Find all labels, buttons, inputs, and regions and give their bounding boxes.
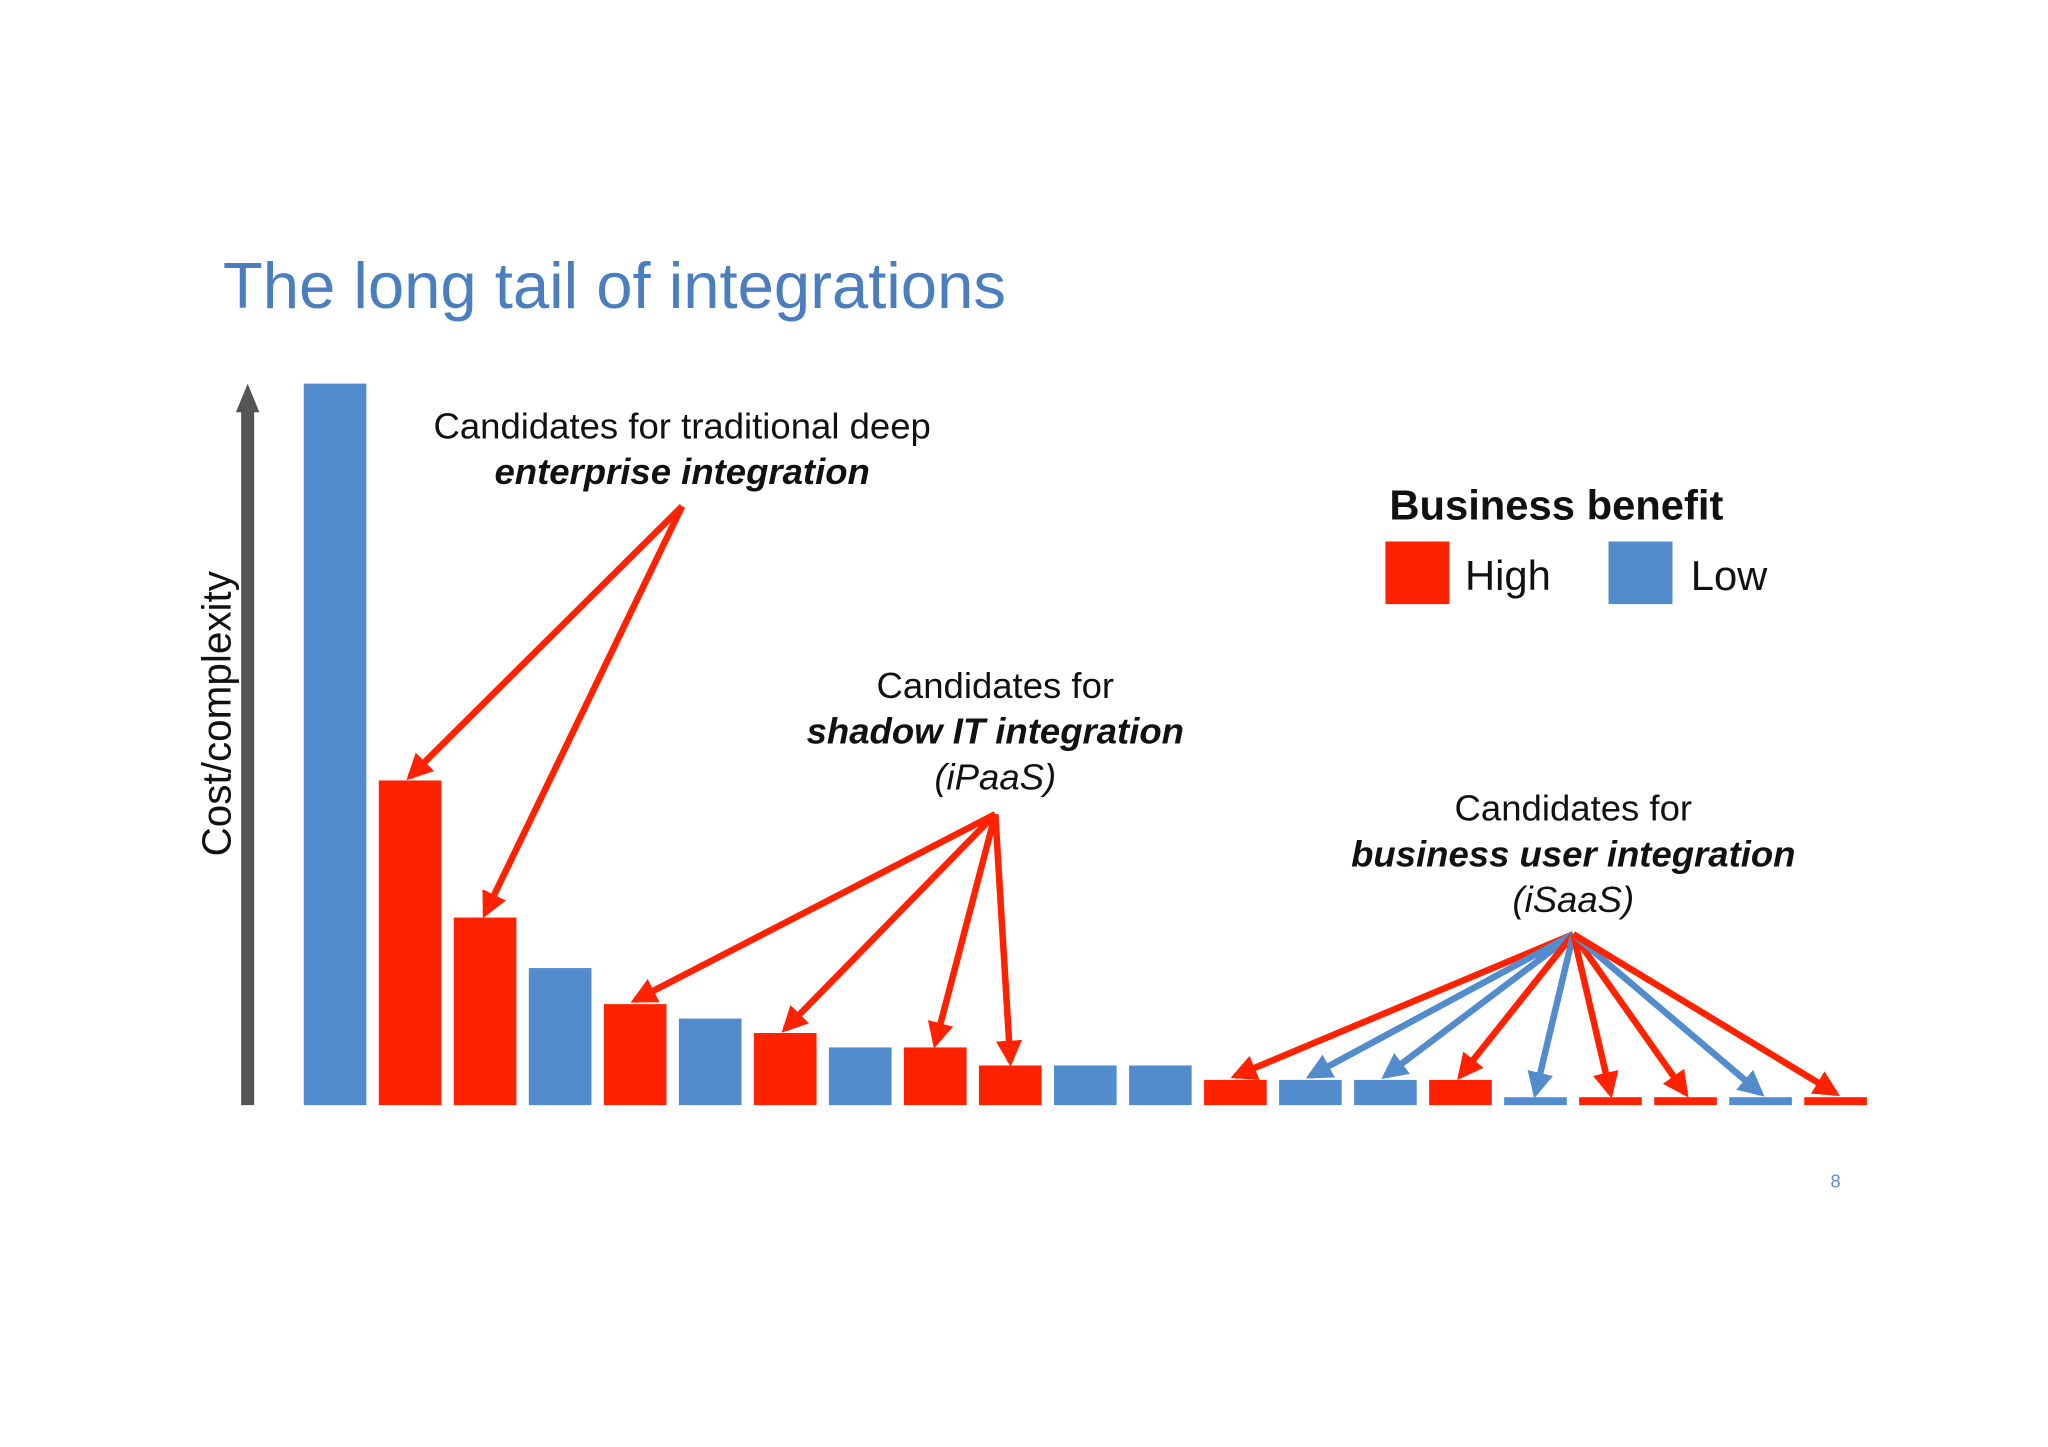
y-axis-label: Cost/complexity bbox=[194, 570, 240, 856]
annotation-arrow bbox=[1457, 932, 1576, 1081]
legend-title: Business benefit bbox=[1389, 481, 1723, 528]
bar bbox=[453, 917, 517, 1106]
annotation-arrow bbox=[1381, 931, 1576, 1080]
bar bbox=[1054, 1065, 1117, 1106]
annotation-arrow bbox=[927, 813, 999, 1049]
bar bbox=[978, 1065, 1042, 1106]
bar bbox=[1279, 1079, 1342, 1106]
bar bbox=[1204, 1079, 1267, 1106]
bar bbox=[528, 968, 592, 1106]
legend-label: High bbox=[1465, 552, 1551, 599]
bar bbox=[378, 780, 442, 1106]
annotation-arrow bbox=[630, 811, 997, 1004]
page-number: 8 bbox=[1830, 1170, 1840, 1191]
bar bbox=[903, 1047, 967, 1106]
bar bbox=[303, 383, 367, 1106]
bar bbox=[1504, 1097, 1567, 1106]
bar bbox=[828, 1047, 892, 1106]
legend-swatch bbox=[1385, 541, 1450, 605]
bar bbox=[678, 1018, 742, 1106]
legend-swatch bbox=[1608, 541, 1673, 605]
annotation-arrow bbox=[1571, 931, 1841, 1097]
annotation-text: Candidates for traditional deep bbox=[433, 405, 930, 446]
bar bbox=[1129, 1065, 1192, 1106]
annotation-text: business user integration bbox=[1351, 833, 1795, 874]
bar bbox=[1579, 1097, 1642, 1106]
annotation-arrow bbox=[1570, 932, 1689, 1098]
annotation-text: Candidates for bbox=[1455, 788, 1693, 829]
bar bbox=[753, 1032, 817, 1106]
annotation-arrow bbox=[406, 503, 685, 781]
annotation-arrow bbox=[992, 813, 1023, 1067]
annotation-text: Candidates for bbox=[877, 665, 1114, 706]
annotation-text: (iSaaS) bbox=[1512, 879, 1634, 920]
annotation-arrow bbox=[1230, 931, 1575, 1080]
bar bbox=[1804, 1097, 1867, 1106]
annotation-arrow bbox=[482, 504, 686, 919]
annotation-arrow bbox=[1571, 931, 1765, 1097]
bar bbox=[1729, 1097, 1792, 1106]
annotation-text: (iPaaS) bbox=[934, 756, 1056, 797]
y-axis-arrowhead bbox=[235, 383, 260, 413]
bar bbox=[1429, 1079, 1492, 1106]
bar bbox=[1354, 1079, 1417, 1106]
chart-title: The long tail of integrations bbox=[223, 249, 1006, 322]
annotation-arrow bbox=[1570, 933, 1619, 1099]
bar bbox=[603, 1004, 667, 1106]
annotation-text: enterprise integration bbox=[494, 451, 869, 492]
annotation-arrow bbox=[781, 811, 998, 1033]
annotation-text: shadow IT integration bbox=[807, 711, 1184, 752]
annotation-arrow bbox=[1305, 931, 1575, 1079]
legend-label: Low bbox=[1691, 552, 1768, 599]
bar bbox=[1654, 1097, 1717, 1106]
annotation-arrow bbox=[1527, 933, 1577, 1099]
